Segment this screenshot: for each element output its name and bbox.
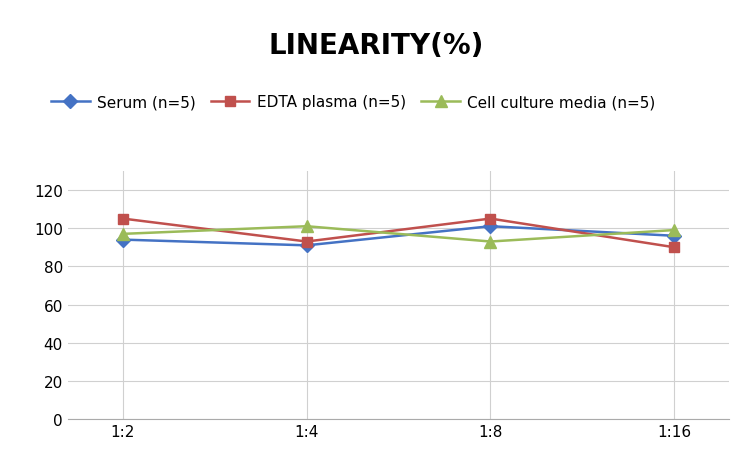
- Cell culture media (n=5): [118, 232, 127, 237]
- Line: EDTA plasma (n=5): EDTA plasma (n=5): [118, 214, 679, 253]
- Cell culture media (n=5): [670, 228, 679, 233]
- Serum (n=5): [118, 237, 127, 243]
- Line: Cell culture media (n=5): Cell culture media (n=5): [117, 221, 680, 248]
- EDTA plasma (n=5): [302, 239, 311, 245]
- Serum (n=5): [670, 234, 679, 239]
- Text: LINEARITY(%): LINEARITY(%): [268, 32, 484, 60]
- EDTA plasma (n=5): [486, 216, 495, 222]
- Cell culture media (n=5): [486, 239, 495, 245]
- Legend: Serum (n=5), EDTA plasma (n=5), Cell culture media (n=5): Serum (n=5), EDTA plasma (n=5), Cell cul…: [45, 89, 662, 116]
- EDTA plasma (n=5): [670, 245, 679, 250]
- Cell culture media (n=5): [302, 224, 311, 230]
- Serum (n=5): [486, 224, 495, 230]
- EDTA plasma (n=5): [118, 216, 127, 222]
- Serum (n=5): [302, 243, 311, 249]
- Line: Serum (n=5): Serum (n=5): [118, 222, 679, 251]
